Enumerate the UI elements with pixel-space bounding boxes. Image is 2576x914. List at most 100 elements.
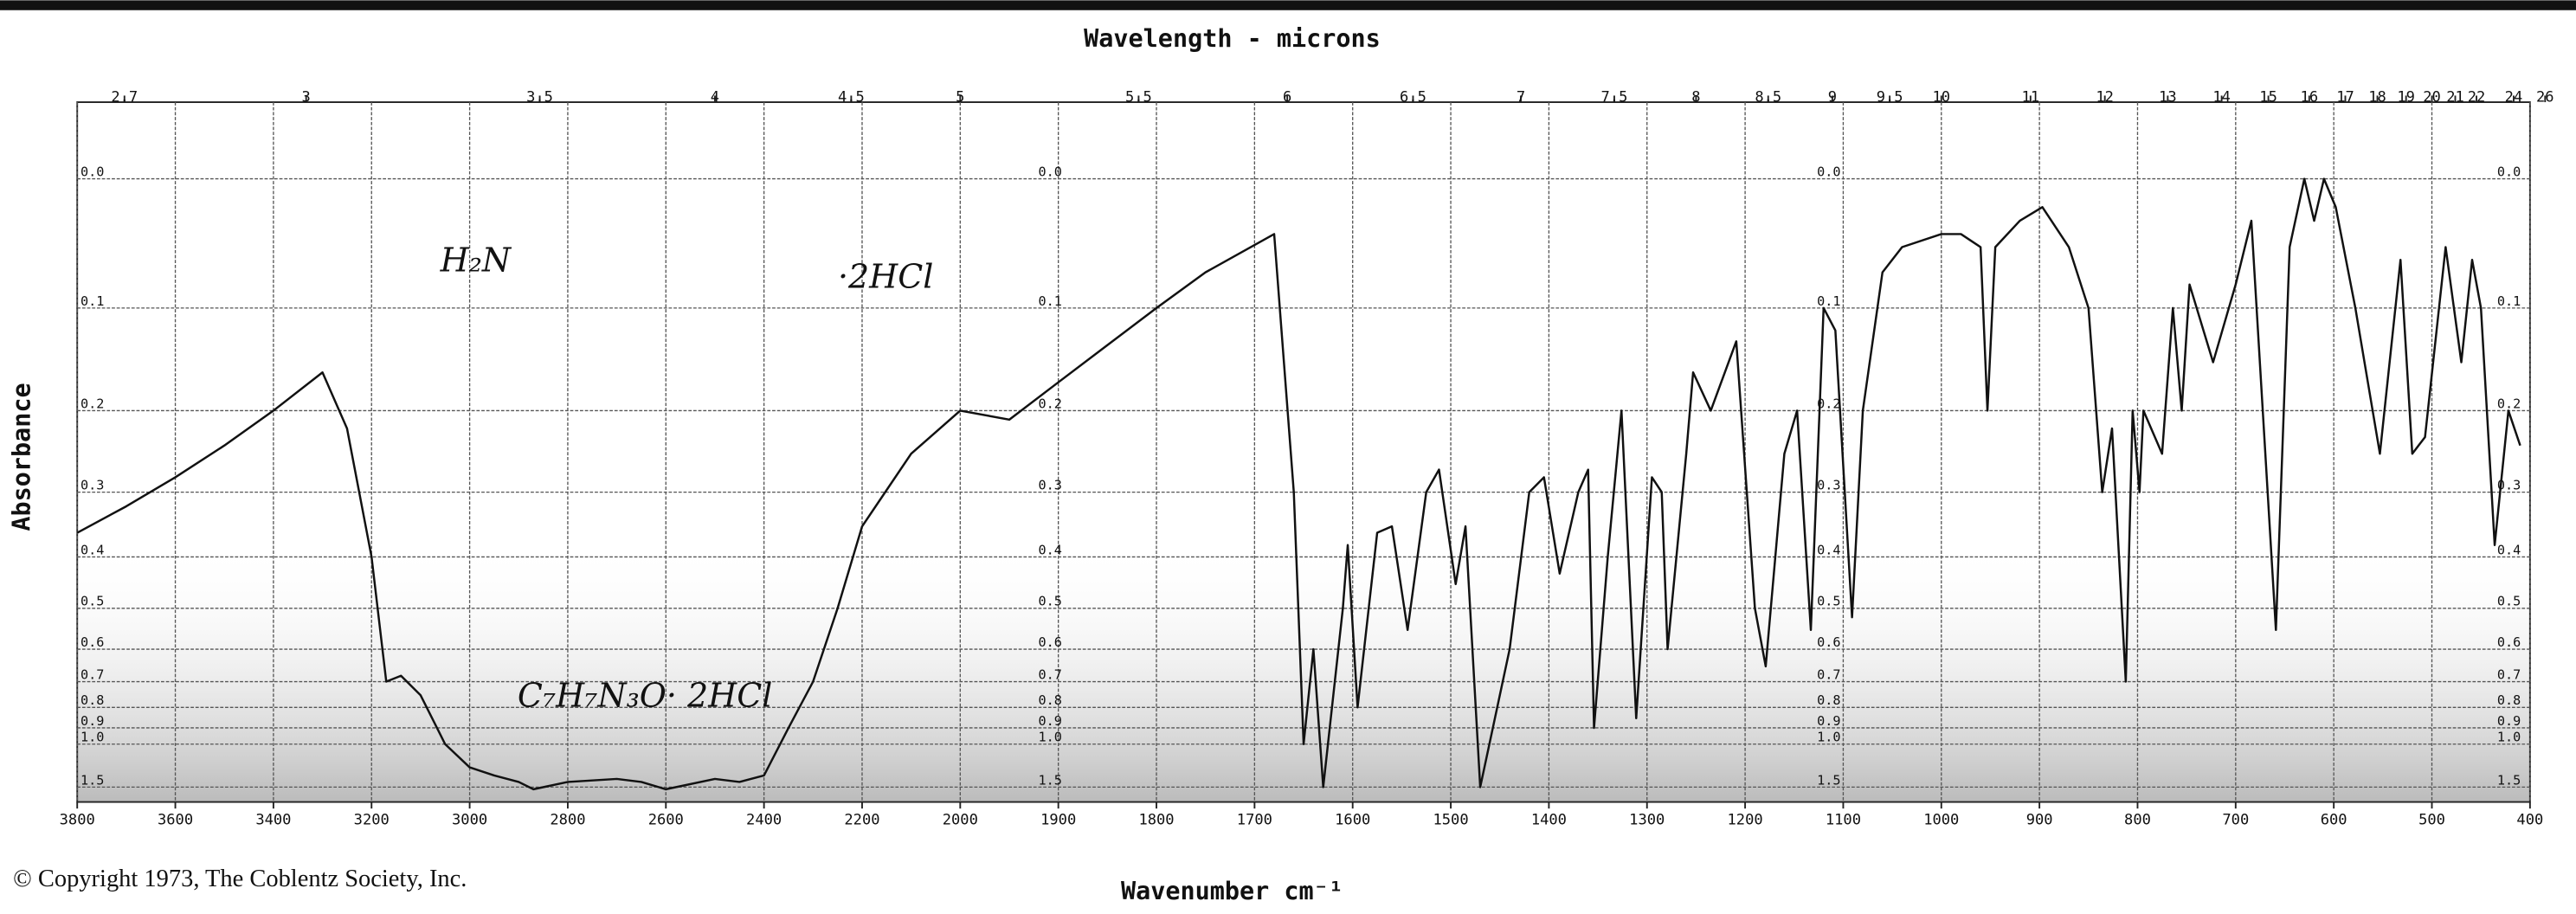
y-tick-label: 0.9 bbox=[80, 713, 104, 729]
x2-tick-label: 11 bbox=[2022, 88, 2040, 106]
x-tick-label: 1600 bbox=[1335, 811, 1370, 828]
y-tick-label: 0.4 bbox=[80, 542, 104, 557]
y-tick-label: 0.4 bbox=[1817, 542, 1840, 557]
annotation: C₇H₇N₃O· 2HCl bbox=[518, 677, 773, 715]
x-tick-label: 3000 bbox=[452, 811, 487, 828]
y-tick-label: 0.6 bbox=[1817, 634, 1840, 650]
x2-tick-label: 8.5 bbox=[1755, 88, 1781, 106]
y-tick-label: 1.5 bbox=[1817, 772, 1840, 788]
y-tick-label: 0.8 bbox=[1817, 692, 1840, 708]
x2-tick-label: 16 bbox=[2301, 88, 2319, 106]
y-tick-label: 0.3 bbox=[1039, 478, 1062, 493]
x2-tick-label: 20 bbox=[2423, 88, 2441, 106]
y-tick-label: 1.0 bbox=[1817, 730, 1840, 745]
y-tick-label: 1.0 bbox=[2497, 730, 2521, 745]
x-tick-label: 2400 bbox=[746, 811, 782, 828]
x2-tick-label: 19 bbox=[2397, 88, 2415, 106]
y-tick-label: 0.7 bbox=[1039, 666, 1062, 682]
y-tick-label: 0.6 bbox=[2497, 634, 2521, 650]
x-tick-label: 900 bbox=[2026, 811, 2053, 828]
y-tick-label: 0.5 bbox=[2497, 594, 2521, 609]
x2-tick-label: 7 bbox=[1517, 88, 1525, 106]
x2-tick-label: 15 bbox=[2259, 88, 2277, 106]
x-tick-label: 800 bbox=[2124, 811, 2151, 828]
y-tick-label: 0.8 bbox=[2497, 692, 2521, 708]
x2-tick-label: 21 bbox=[2446, 88, 2464, 106]
y-tick-label: 0.7 bbox=[80, 666, 104, 682]
copyright: © Copyright 1973, The Coblentz Society, … bbox=[13, 866, 467, 892]
x2-tick-label: 17 bbox=[2336, 88, 2354, 106]
x2-tick-label: 7.5 bbox=[1601, 88, 1628, 106]
x2-tick-label: 5.5 bbox=[1125, 88, 1152, 106]
grid-shading bbox=[77, 542, 2530, 802]
x-tick-label: 2000 bbox=[943, 811, 978, 828]
x2-tick-label: 10 bbox=[1932, 88, 1950, 106]
y-tick-label: 0.1 bbox=[1039, 293, 1062, 309]
x2-tick-label: 6.5 bbox=[1400, 88, 1426, 106]
x-tick-label: 500 bbox=[2418, 811, 2445, 828]
y-tick-label: 0.1 bbox=[2497, 293, 2521, 309]
x-tick-label: 3200 bbox=[354, 811, 390, 828]
y-tick-label: 1.5 bbox=[80, 772, 104, 788]
y-tick-label: 0.0 bbox=[80, 164, 104, 180]
x-tick-label: 3600 bbox=[158, 811, 193, 828]
y-tick-label: 0.7 bbox=[2497, 666, 2521, 682]
y-tick-label: 0.3 bbox=[1817, 478, 1840, 493]
y-tick-label: 0.8 bbox=[1039, 692, 1062, 708]
x2-tick-label: 4.5 bbox=[838, 88, 865, 106]
y-tick-label: 1.5 bbox=[1039, 772, 1062, 788]
annotation: ·2HCl bbox=[838, 258, 933, 296]
x-tick-label: 400 bbox=[2516, 811, 2543, 828]
y-tick-label: 0.1 bbox=[1817, 293, 1840, 309]
y-tick-label: 0.2 bbox=[2497, 396, 2521, 411]
x-tick-label: 1100 bbox=[1826, 811, 1861, 828]
y-tick-label: 0.0 bbox=[1817, 164, 1840, 180]
annotation: H₂N bbox=[440, 241, 512, 280]
x-tick-label: 1200 bbox=[1728, 811, 1763, 828]
x-tick-label: 2600 bbox=[648, 811, 684, 828]
y-tick-label: 0.5 bbox=[80, 594, 104, 609]
x-tick-label: 1900 bbox=[1040, 811, 1076, 828]
y-tick-label: 0.4 bbox=[1039, 542, 1062, 557]
y-tick-label: 0.0 bbox=[1039, 164, 1062, 180]
x2-tick-label: 12 bbox=[2096, 88, 2114, 106]
x-tick-label: 2800 bbox=[550, 811, 585, 828]
y-axis-label: Absorbance bbox=[8, 383, 36, 531]
scan-edge bbox=[0, 0, 2576, 10]
y-tick-label: 1.0 bbox=[1039, 730, 1062, 745]
x2-tick-label: 22 bbox=[2468, 88, 2486, 106]
y-tick-label: 0.9 bbox=[1817, 713, 1840, 729]
y-tick-label: 0.2 bbox=[80, 396, 104, 411]
x-tick-label: 3400 bbox=[255, 811, 291, 828]
y-tick-label: 0.5 bbox=[1817, 594, 1840, 609]
x-tick-label: 1400 bbox=[1531, 811, 1567, 828]
x-tick-label: 1000 bbox=[1923, 811, 1959, 828]
x2-tick-label: 14 bbox=[2212, 88, 2231, 106]
y-tick-label: 0.9 bbox=[1039, 713, 1062, 729]
x-axis-label: Wavenumber cm⁻¹ bbox=[1121, 877, 1343, 905]
y-tick-label: 0.9 bbox=[2497, 713, 2521, 729]
y-tick-label: 0.3 bbox=[80, 478, 104, 493]
x-tick-label: 1500 bbox=[1433, 811, 1468, 828]
y-tick-label: 0.0 bbox=[2497, 164, 2521, 180]
x2-tick-label: 8 bbox=[1691, 88, 1700, 106]
y-tick-label: 0.7 bbox=[1817, 666, 1840, 682]
x2-tick-label: 6 bbox=[1283, 88, 1291, 106]
y-tick-label: 0.2 bbox=[1817, 396, 1840, 411]
x2-tick-label: 9.5 bbox=[1877, 88, 1903, 106]
x-tick-label: 600 bbox=[2321, 811, 2347, 828]
y-tick-label: 0.6 bbox=[1039, 634, 1062, 650]
x2-tick-label: 24 bbox=[2505, 88, 2523, 106]
spectrum-line bbox=[76, 177, 2521, 791]
x-tick-label: 1300 bbox=[1629, 811, 1665, 828]
x-tick-label: 1700 bbox=[1237, 811, 1272, 828]
y-tick-label: 0.8 bbox=[80, 692, 104, 708]
x-tick-label: 2200 bbox=[844, 811, 879, 828]
marks: 0.0 0.0 0.0 0.0 0.1 0.1 0.1 0.1 0.2 0.2 0.2 0.2 0.3 0… bbox=[60, 88, 2554, 828]
y-tick-label: 0.5 bbox=[1039, 594, 1062, 609]
y-tick-label: 1.5 bbox=[2497, 772, 2521, 788]
x2-tick-label: 13 bbox=[2159, 88, 2177, 106]
y-tick-label: 0.6 bbox=[80, 634, 104, 650]
